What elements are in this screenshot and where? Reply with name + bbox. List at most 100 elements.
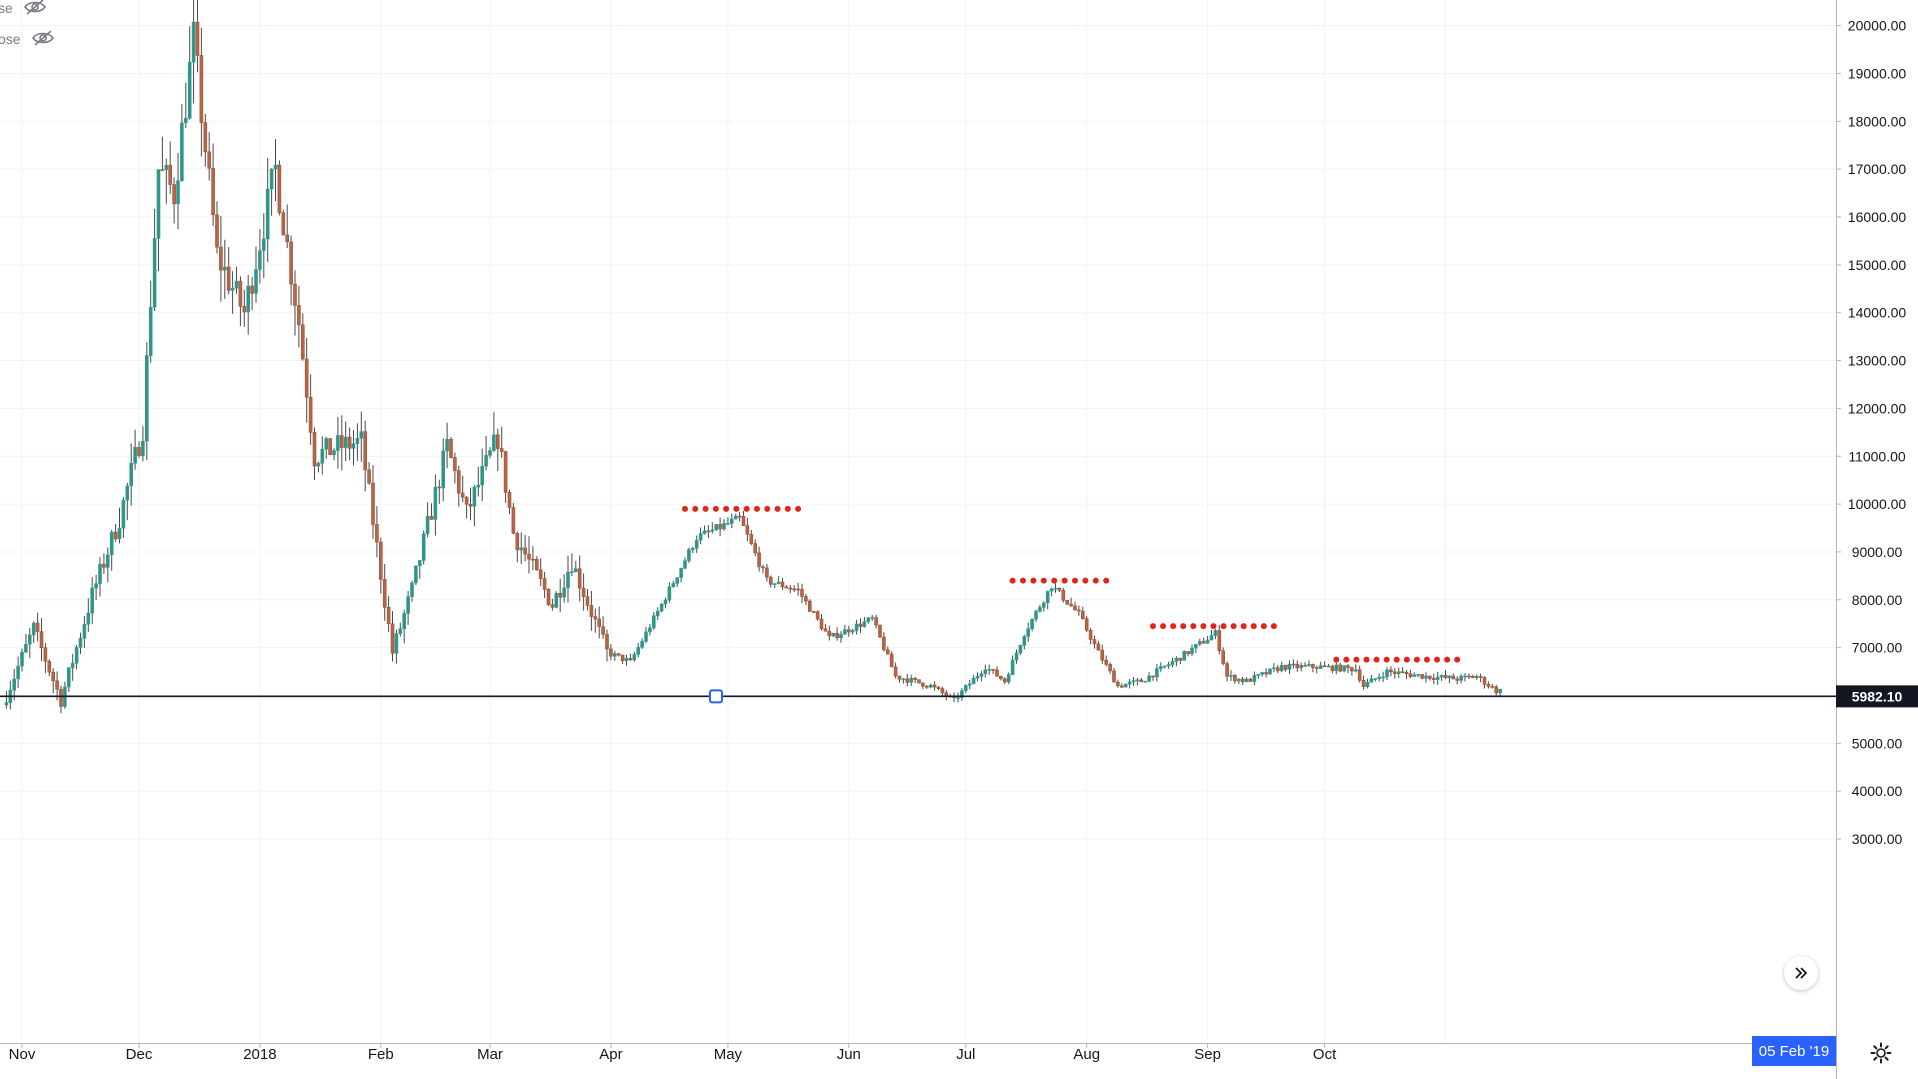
candle-body [901, 678, 906, 681]
candle-body [316, 462, 321, 467]
candle [628, 653, 633, 661]
candle-body [768, 576, 773, 585]
candle [125, 482, 130, 521]
candle-body [390, 623, 395, 654]
resistance-dot [1030, 577, 1037, 584]
candle [367, 462, 371, 485]
scroll-to-realtime-button[interactable] [1784, 956, 1818, 990]
candle-body [207, 151, 211, 169]
candle [1432, 673, 1436, 685]
candle-body [1229, 675, 1233, 677]
candle [141, 426, 145, 462]
candle [1451, 673, 1456, 680]
x-axis-area [0, 1043, 1918, 1079]
candle [332, 448, 336, 461]
candle-body [850, 630, 855, 633]
candle [605, 629, 609, 662]
candle [971, 674, 976, 685]
y-tick-label: 11000.00 [1848, 448, 1906, 464]
candle [8, 680, 13, 710]
candle-body [1451, 675, 1456, 680]
eye-off-icon[interactable] [31, 29, 55, 50]
candle [944, 690, 949, 701]
candle [1428, 675, 1432, 681]
candle-body [499, 448, 504, 452]
resistance-dot [1270, 623, 1277, 630]
candle [230, 271, 235, 314]
candle [1389, 666, 1393, 677]
legend-label: ose [0, 31, 21, 47]
candle [573, 560, 578, 573]
candle [897, 675, 902, 683]
candle-body [324, 438, 329, 450]
candle [679, 567, 683, 583]
candle-body [1420, 674, 1424, 679]
candle [207, 132, 211, 181]
candle [1303, 662, 1307, 667]
chart-settings-button[interactable] [1868, 1040, 1894, 1066]
candle [176, 152, 180, 230]
x-tick-label: Mar [477, 1046, 503, 1063]
candle-body [718, 524, 722, 530]
candle [765, 563, 769, 582]
candle [324, 436, 329, 459]
candle-body [1120, 685, 1124, 688]
candle-body [1260, 672, 1264, 675]
price-line-handle[interactable] [709, 689, 723, 704]
candle-body [1240, 678, 1245, 683]
candle-body [495, 434, 500, 449]
y-tick-label: 8000.00 [1852, 592, 1903, 608]
candle-body [1377, 676, 1381, 679]
candle [507, 489, 512, 515]
candle-body [468, 503, 473, 507]
candle [1233, 673, 1237, 684]
y-tick-label: 12000.00 [1848, 400, 1907, 416]
candle-body [16, 665, 20, 680]
candle [1478, 673, 1483, 683]
candle-body [160, 169, 165, 171]
candle [796, 582, 800, 596]
candle [258, 229, 262, 284]
candle [1073, 601, 1077, 611]
candle [488, 446, 492, 459]
candle [1237, 678, 1241, 685]
candle [804, 593, 808, 606]
candle-body [1217, 630, 1222, 652]
eye-off-icon[interactable] [23, 0, 47, 19]
candle [609, 644, 613, 661]
candle [355, 423, 360, 461]
candle [484, 435, 488, 471]
candle [749, 530, 754, 546]
candle [1010, 655, 1015, 675]
candle [281, 209, 286, 236]
candle [952, 692, 956, 703]
candle-body [242, 305, 247, 313]
candle [963, 684, 968, 694]
candle [1299, 662, 1303, 672]
y-tick-label: 19000.00 [1848, 65, 1907, 81]
candle-body [43, 647, 48, 662]
candle-body [683, 560, 687, 569]
x-tick-label: Aug [1073, 1046, 1100, 1063]
candle [1416, 674, 1420, 678]
candle-body [203, 122, 208, 153]
candle-body [1198, 641, 1202, 645]
candle [710, 522, 715, 534]
candle [90, 577, 94, 624]
candle [1486, 681, 1491, 689]
candle [414, 565, 418, 586]
crosshair-date-badge: 05 Feb '19 [1752, 1036, 1836, 1066]
candle-body [679, 568, 683, 578]
candle-body [184, 117, 188, 124]
candle [542, 571, 547, 598]
resistance-dot [1333, 656, 1340, 663]
candle [858, 618, 863, 633]
candle [593, 608, 598, 633]
candle [601, 616, 605, 639]
candle [336, 417, 340, 469]
candle [1042, 601, 1046, 612]
candle [1061, 587, 1066, 603]
y-tick-label: 7000.00 [1852, 640, 1903, 656]
candle-body [846, 629, 851, 633]
